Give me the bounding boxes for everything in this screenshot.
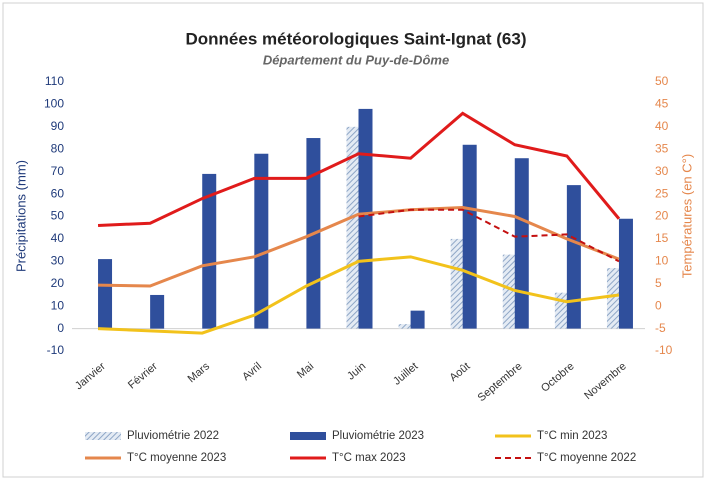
legend-label: T°C moyenne 2023 (127, 452, 226, 464)
y-tick-label: 40 (51, 231, 65, 245)
y-tick-label: 70 (51, 164, 65, 178)
bar (410, 310, 425, 329)
bar (618, 218, 633, 329)
legend-label: T°C min 2023 (537, 430, 607, 442)
legend-label: Pluviométrie 2022 (127, 430, 219, 442)
y2-tick-label: 45 (655, 97, 669, 111)
legend-label: T°C moyenne 2022 (537, 452, 636, 464)
bar (98, 259, 113, 329)
legend-swatch (290, 432, 326, 440)
bar (150, 294, 165, 329)
y-tick-label: 60 (51, 186, 65, 200)
y2-tick-label: 5 (655, 276, 662, 290)
legend-swatch (85, 432, 121, 440)
y2-tick-label: 25 (655, 186, 669, 200)
y2-tick-label: 35 (655, 141, 669, 155)
bar (514, 158, 529, 329)
bar (606, 268, 621, 329)
bar (358, 108, 373, 329)
y2-tick-label: 10 (655, 254, 669, 268)
y2-tick-label: -10 (655, 343, 673, 357)
y-tick-label: 0 (57, 321, 64, 335)
y2-tick-label: 30 (655, 164, 669, 178)
bar (202, 173, 217, 329)
line (97, 255, 620, 335)
bar (462, 144, 477, 329)
y-tick-label: 50 (51, 209, 65, 223)
bar (398, 324, 413, 329)
y-tick-label: 20 (51, 276, 65, 290)
bar (346, 126, 361, 329)
line (97, 111, 621, 227)
chart-title: Données météorologiques Saint-Ignat (63) (186, 29, 527, 48)
legend-label: T°C max 2023 (332, 452, 406, 464)
y-tick-label: 30 (51, 254, 65, 268)
line (98, 206, 620, 288)
y-tick-label: 110 (45, 74, 64, 88)
y-axis-title: Précipitations (mm) (13, 160, 28, 272)
chart-subtitle: Département du Puy-de-Dôme (263, 52, 449, 67)
y2-axis-title: Températures (en C°) (679, 154, 694, 278)
bar (254, 153, 269, 329)
y-tick-label: -10 (47, 343, 65, 357)
y2-tick-label: 15 (655, 231, 669, 245)
y-tick-label: 100 (44, 97, 64, 111)
y2-tick-label: -5 (655, 321, 666, 335)
bar (450, 238, 465, 329)
y-tick-label: 90 (51, 119, 65, 133)
y2-tick-label: 0 (655, 298, 662, 312)
legend-label: Pluviométrie 2023 (332, 430, 424, 442)
y2-tick-label: 40 (655, 119, 669, 133)
y2-tick-label: 50 (655, 74, 669, 88)
y2-tick-label: 20 (655, 209, 669, 223)
y-tick-label: 80 (51, 141, 65, 155)
line (358, 208, 620, 263)
y-tick-label: 10 (51, 298, 65, 312)
bar (502, 254, 517, 329)
bar (566, 185, 581, 329)
